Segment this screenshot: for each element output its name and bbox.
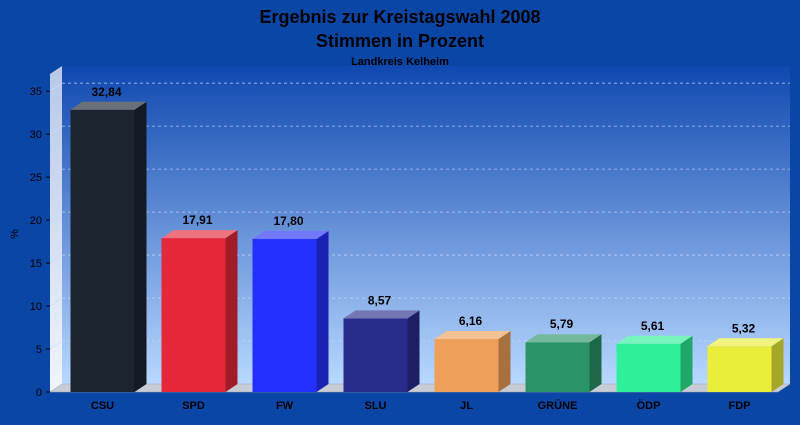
bar-top <box>525 334 602 343</box>
bar <box>70 101 147 393</box>
bar-front <box>252 239 317 392</box>
bar-value-label: 8,57 <box>368 293 392 307</box>
category-label: JL <box>460 400 473 412</box>
y-tick-label: 5 <box>36 344 42 356</box>
bar-front <box>343 318 408 392</box>
y-tick-label: 30 <box>30 129 42 141</box>
bar <box>434 331 511 392</box>
gridline-side <box>49 211 63 221</box>
bar-side <box>680 335 693 392</box>
gridline-side <box>49 125 63 135</box>
bar-front <box>70 109 135 393</box>
y-tick-label: 0 <box>36 387 42 399</box>
bar-side <box>316 231 329 392</box>
bar-side <box>771 338 784 392</box>
gridline-side <box>49 82 63 92</box>
category-label: FW <box>276 400 294 412</box>
y-tick-label: 20 <box>30 215 42 227</box>
bar-top <box>434 331 511 340</box>
y-tick-label: 25 <box>30 172 42 184</box>
bar-front <box>616 343 681 392</box>
category-label: ÖDP <box>637 399 661 412</box>
bar-side <box>134 101 147 393</box>
gridline-side <box>49 254 63 264</box>
bar <box>252 231 329 392</box>
y-tick-label: 35 <box>30 86 42 98</box>
bar-value-label: 32,84 <box>91 85 121 99</box>
bar-top <box>252 231 329 240</box>
category-label: SLU <box>365 400 387 412</box>
bar-side <box>589 334 602 392</box>
bar-top <box>616 335 693 344</box>
bar-value-label: 6,16 <box>459 314 483 328</box>
bar-top <box>161 230 238 239</box>
bar-value-label: 5,32 <box>732 321 756 335</box>
gridline-side <box>49 340 63 350</box>
gridline-side <box>49 168 63 178</box>
bar-front <box>434 339 499 392</box>
left-wall <box>50 66 62 392</box>
bar-front <box>161 238 226 392</box>
bar-side <box>225 230 238 392</box>
y-tick-label: 10 <box>30 301 42 313</box>
category-label: GRÜNE <box>538 399 578 412</box>
y-tick-label: 15 <box>30 258 42 270</box>
category-label: FDP <box>729 400 751 412</box>
bar-top <box>70 101 147 110</box>
chart-title: Ergebnis zur Kreistagswahl 2008 <box>259 7 540 27</box>
chart-caption: Landkreis Kelheim <box>351 56 449 68</box>
bar-top <box>343 310 420 319</box>
bar-value-label: 17,80 <box>273 214 303 228</box>
bar <box>343 310 420 392</box>
y-axis-label: % <box>9 229 21 239</box>
bar <box>525 334 602 392</box>
bar <box>161 230 238 392</box>
bar-value-label: 17,91 <box>182 213 212 227</box>
bar-top <box>707 338 784 347</box>
bar-front <box>525 342 590 392</box>
bar <box>707 338 784 392</box>
category-label: CSU <box>91 400 114 412</box>
bar-value-label: 5,61 <box>641 319 665 333</box>
category-label: SPD <box>182 400 205 412</box>
bar <box>616 335 693 392</box>
bar-value-label: 5,79 <box>550 317 574 331</box>
bar-side <box>407 310 420 392</box>
bar-side <box>498 331 511 392</box>
bar-front <box>707 346 772 392</box>
chart-subtitle: Stimmen in Prozent <box>316 31 484 51</box>
gridline-side <box>49 297 63 307</box>
